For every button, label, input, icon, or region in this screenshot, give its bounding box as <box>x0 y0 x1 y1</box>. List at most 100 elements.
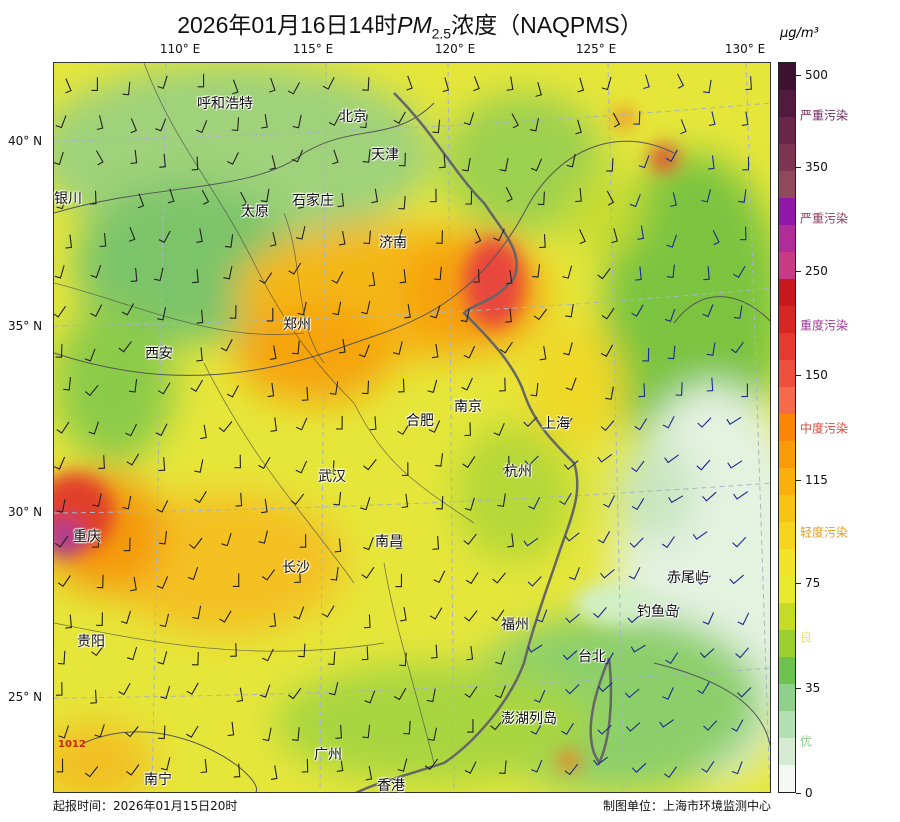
wind-barb <box>703 79 712 94</box>
wind-barb <box>731 761 743 775</box>
colorbar-segment <box>779 467 795 495</box>
wind-barb <box>288 262 302 275</box>
wind-barb <box>406 75 413 91</box>
wind-barb <box>269 612 277 628</box>
wind-barb <box>532 264 541 278</box>
wind-barb <box>224 234 234 248</box>
city-label: 合肥 <box>406 413 434 429</box>
wind-barb <box>539 234 546 249</box>
wind-barb <box>708 111 716 127</box>
wind-barb <box>358 344 370 358</box>
wind-barb <box>288 687 302 700</box>
wind-barb <box>397 422 410 436</box>
wind-barb <box>393 111 406 124</box>
wind-barb <box>369 416 377 431</box>
colorbar-segment <box>779 629 795 657</box>
wind-barb <box>692 531 708 540</box>
wind-barb <box>524 455 539 466</box>
wind-barb <box>745 76 752 91</box>
city-label: 南昌 <box>375 534 403 550</box>
colorbar-tick-label: 500 <box>805 68 828 82</box>
wind-barb <box>499 157 509 172</box>
wind-barb <box>118 341 132 353</box>
wind-barb <box>130 149 138 164</box>
colorbar-segment <box>779 386 795 414</box>
wind-barb <box>88 421 100 435</box>
wind-barb <box>122 495 132 510</box>
wind-barb <box>231 117 240 131</box>
wind-barb <box>84 384 99 397</box>
wind-barb <box>505 308 512 323</box>
wind-barb <box>638 383 646 398</box>
wind-barb <box>130 267 138 282</box>
wind-barb <box>232 573 240 587</box>
wind-barb <box>436 495 444 510</box>
city-label: 呼和浩特 <box>197 96 253 112</box>
wind-barb <box>392 228 403 242</box>
wind-barb <box>564 763 579 776</box>
city-label: 贵阳 <box>77 634 105 650</box>
wind-barb <box>270 417 278 432</box>
wind-barb <box>499 341 513 354</box>
isobar-label: 1012 <box>58 739 86 750</box>
wind-barb <box>494 685 507 699</box>
wind-barb <box>539 345 547 361</box>
wind-barb <box>564 532 580 542</box>
colorbar-tick-label: 150 <box>805 368 828 382</box>
wind-barb <box>270 765 278 780</box>
wind-barb <box>219 610 232 623</box>
wind-barb <box>56 421 70 434</box>
wind-barb <box>361 566 375 579</box>
colorbar-segment <box>779 359 795 387</box>
wind-barb <box>507 533 514 548</box>
wind-barb <box>399 652 407 667</box>
colorbar-segment <box>779 737 795 765</box>
colorbar-segment <box>779 494 795 522</box>
wind-barb <box>631 460 645 473</box>
wind-barb <box>96 115 104 131</box>
wind-barb <box>427 379 438 393</box>
wind-barb <box>125 726 139 738</box>
wind-barb <box>527 644 543 653</box>
colorbar-tick <box>796 583 801 584</box>
lon-label: 130° E <box>724 42 766 56</box>
wind-barb <box>336 415 343 430</box>
wind-barb <box>424 758 439 771</box>
wind-barb <box>220 338 233 352</box>
city-label: 台北 <box>578 649 606 665</box>
colorbar-segment <box>779 683 795 711</box>
wind-barb <box>431 343 439 359</box>
wind-barb <box>491 609 505 622</box>
wind-barb <box>262 648 274 662</box>
wind-barb <box>738 189 747 203</box>
colorbar-segment <box>779 575 795 603</box>
wind-barb <box>559 492 572 506</box>
wind-barb <box>159 153 166 168</box>
wind-barb <box>727 460 743 469</box>
lat-label: 35° N <box>8 319 43 333</box>
wind-barb <box>565 303 574 318</box>
wind-barb <box>575 119 582 135</box>
wind-barb <box>196 120 208 134</box>
wind-barb <box>294 569 301 584</box>
wind-barb <box>662 415 675 429</box>
wind-barb <box>575 187 582 203</box>
wind-barb <box>269 231 277 247</box>
wind-barb <box>297 194 305 209</box>
wind-barb <box>559 417 573 430</box>
wind-barb <box>665 652 679 665</box>
colorbar-tick <box>796 271 801 272</box>
wind-barb <box>192 269 199 284</box>
lat-label: 30° N <box>8 505 43 519</box>
city-label: 南京 <box>454 399 482 415</box>
wind-barb <box>154 345 166 360</box>
wind-barb <box>668 495 684 504</box>
wind-barb <box>465 572 479 585</box>
wind-barb <box>490 719 504 731</box>
wind-barb <box>462 456 476 469</box>
wind-barb <box>505 187 513 203</box>
colorbar-tick-label: 250 <box>805 264 828 278</box>
wind-barb <box>197 73 205 88</box>
wind-barb <box>398 152 406 167</box>
wind-barb <box>663 766 678 778</box>
